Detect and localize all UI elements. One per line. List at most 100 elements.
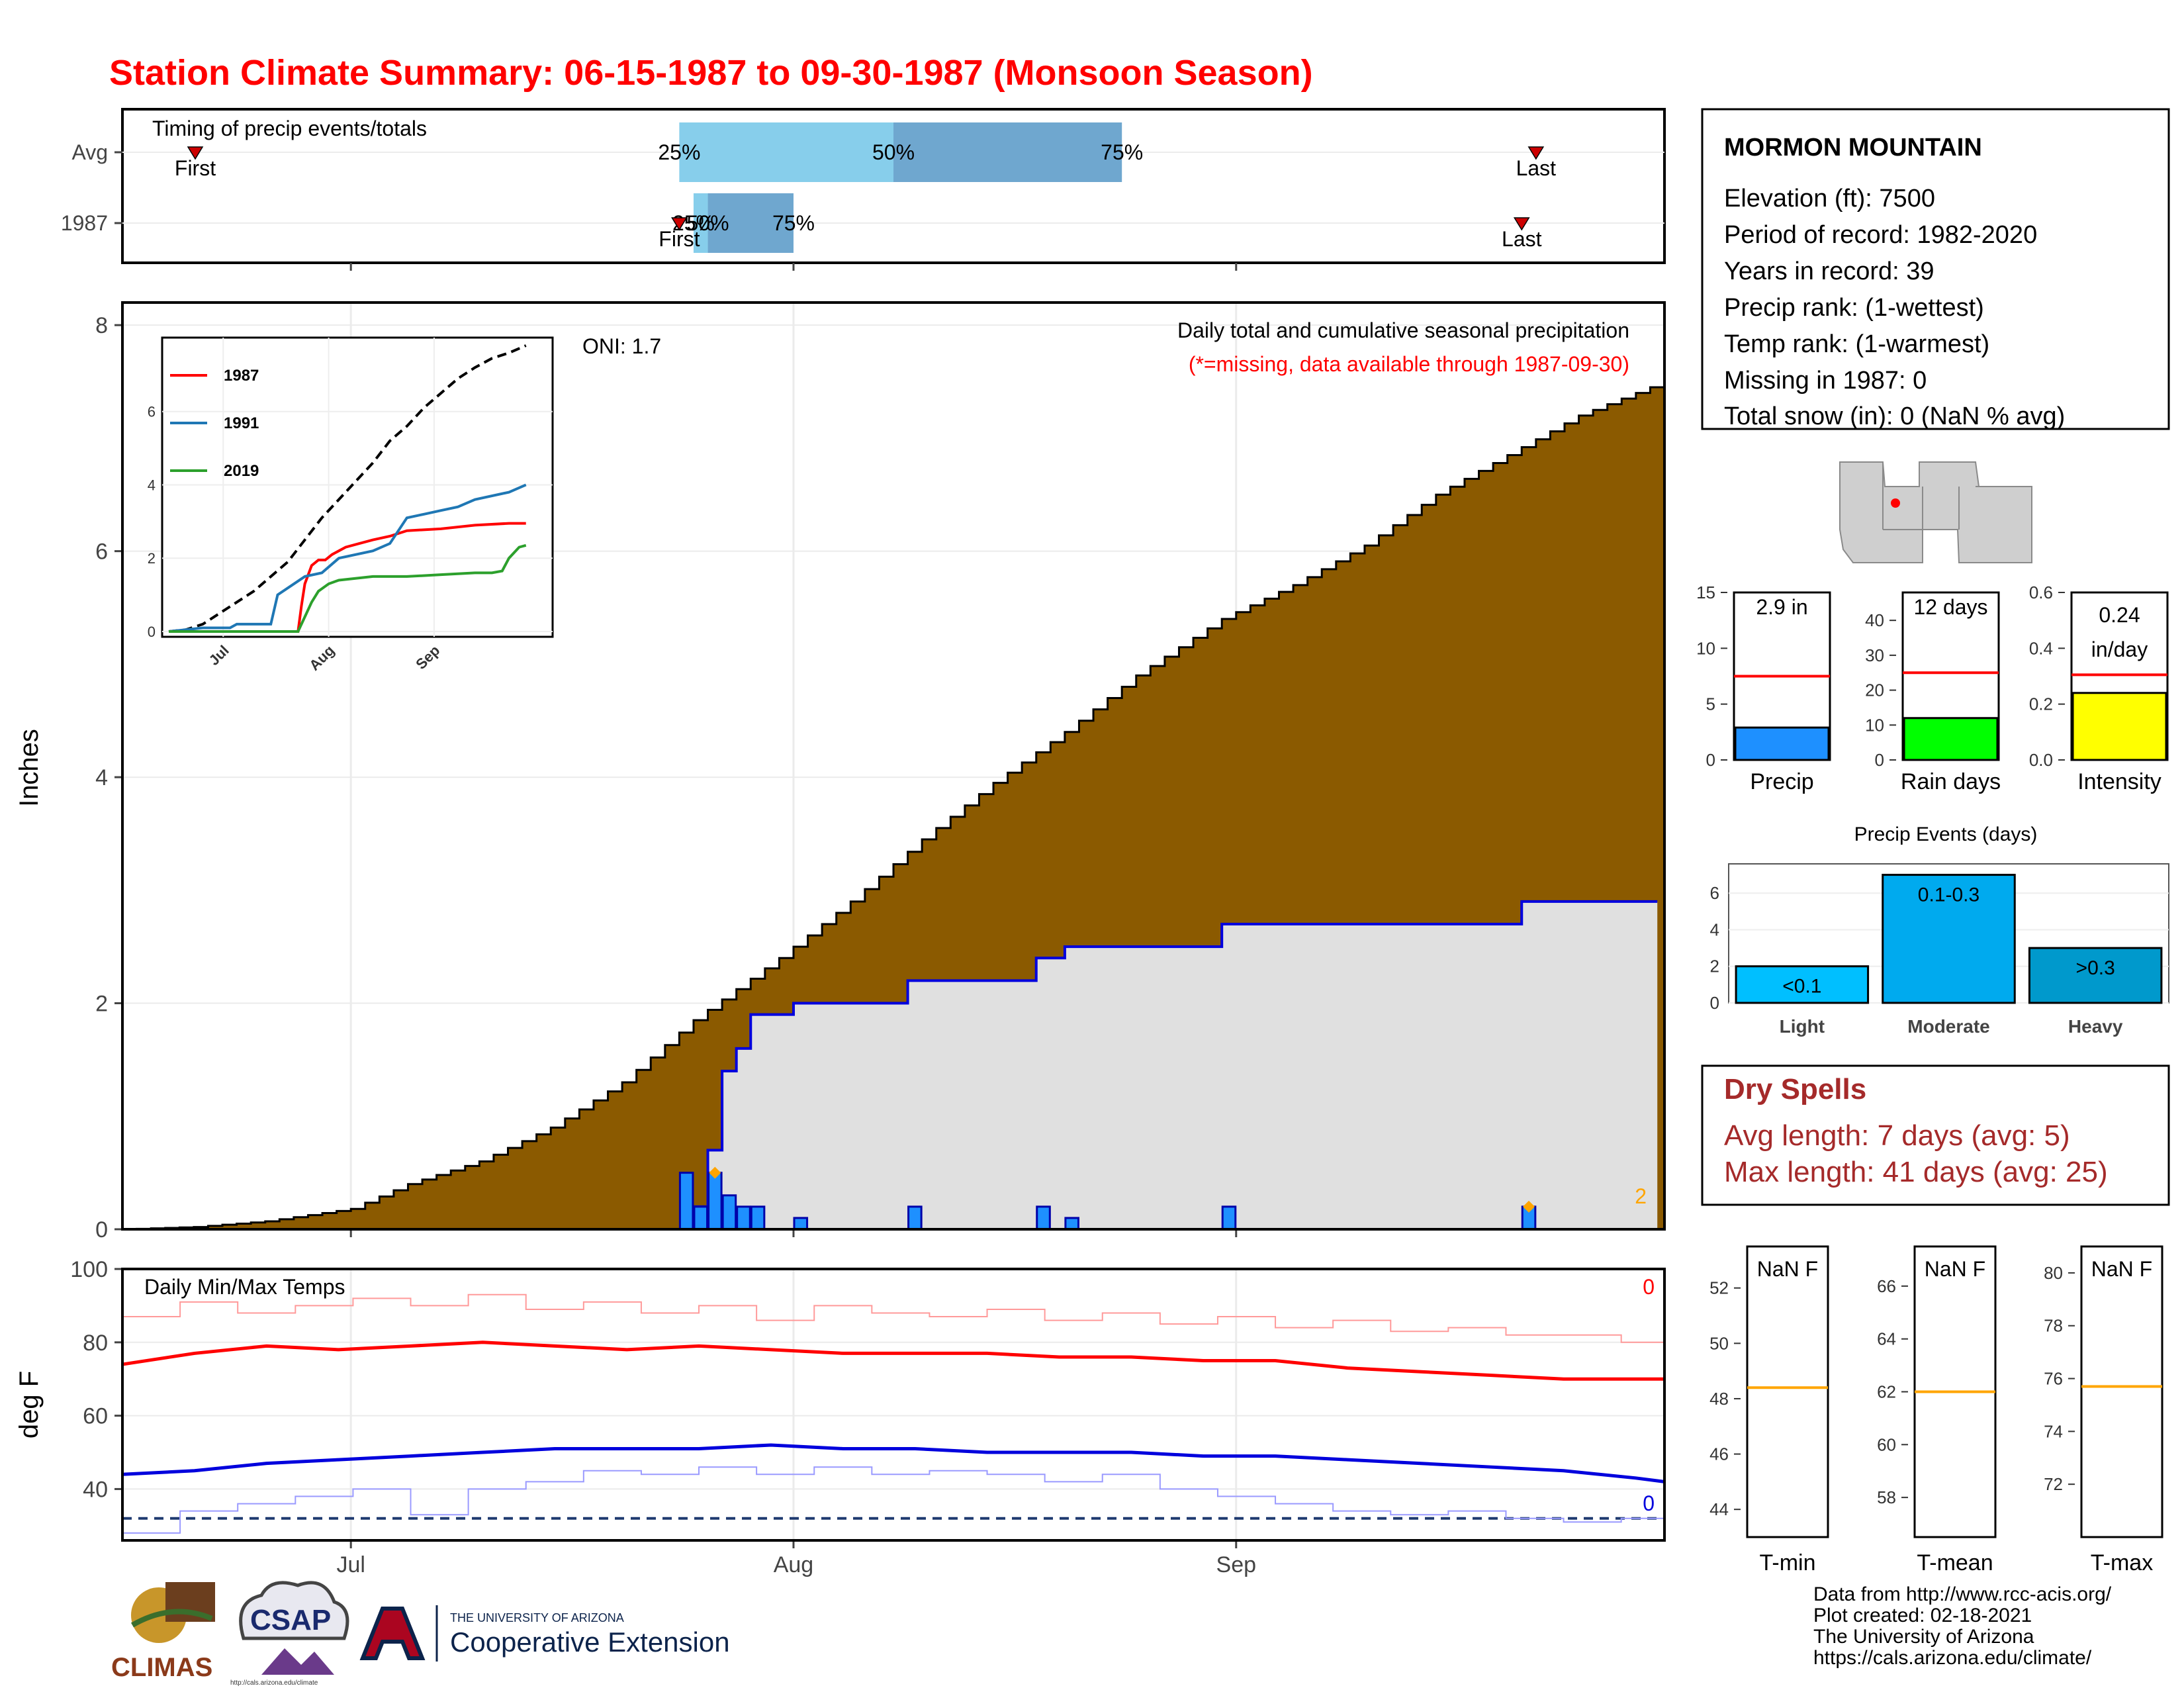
year-cumulative-precip-area bbox=[122, 901, 1658, 1229]
events-bar bbox=[1882, 874, 2016, 1004]
max-precip-marker bbox=[1523, 1200, 1535, 1213]
climas-logo: CLIMAS bbox=[111, 1582, 215, 1682]
precip-panel: 0 2 4 6 8 Inches ONI: 1.7 Daily total and cu… bbox=[15, 263, 1666, 1548]
precip-y-tick-label: 2 bbox=[95, 992, 108, 1017]
temp-box-category-label: T-mean bbox=[1917, 1550, 1993, 1575]
timing-quartile-50-75 bbox=[707, 193, 794, 253]
timing-q75-label: 75% bbox=[772, 211, 815, 235]
inset-series-line-1991 bbox=[168, 483, 527, 633]
precip-y-tick-label: 0 bbox=[95, 1217, 108, 1243]
inset-legend-label: 1987 bbox=[224, 367, 259, 385]
temp-y-axis-label: deg F bbox=[15, 1371, 44, 1438]
timing-q50-label: 50% bbox=[687, 211, 729, 235]
temp-min-count: 0 bbox=[1643, 1491, 1655, 1515]
timing-last-label: Last bbox=[1502, 227, 1542, 251]
footer-data-source: Data from http://www.rcc-acis.org/ bbox=[1813, 1583, 2112, 1605]
temp-box-tick-label: 44 bbox=[1709, 1499, 1729, 1519]
timing-last-marker bbox=[1527, 146, 1545, 160]
station-period: Period of record: 1982-2020 bbox=[1724, 221, 2037, 249]
timing-last-marker bbox=[1513, 217, 1530, 231]
mini-bar-tick-label: 20 bbox=[1865, 680, 1884, 700]
events-bar bbox=[1735, 965, 1870, 1004]
events-y-tick-label: 6 bbox=[1710, 883, 1719, 903]
events-bar bbox=[2028, 947, 2163, 1004]
events-y-tick-label: 4 bbox=[1710, 919, 1719, 939]
temp-box-tick-label: 72 bbox=[2044, 1474, 2063, 1494]
csap-mountain-mark bbox=[261, 1648, 334, 1675]
state-borders bbox=[1882, 462, 2032, 530]
daily-precip-bar bbox=[750, 1205, 766, 1231]
mini-bar-value-label: 12 days bbox=[1913, 595, 1987, 619]
timing-row-label: Avg bbox=[71, 140, 108, 164]
csap-logo-url: http://cals.arizona.edu/climate bbox=[230, 1679, 318, 1687]
timing-first-label: First bbox=[175, 156, 216, 180]
temp-box-tick-label: 60 bbox=[1877, 1434, 1896, 1454]
timing-q50-label: 50% bbox=[872, 140, 915, 164]
mini-bar-tick-label: 10 bbox=[1865, 715, 1884, 735]
inset-y-tick-label: 0 bbox=[148, 624, 156, 640]
dry-spells-avg: Avg length: 7 days (avg: 5) bbox=[1724, 1119, 2070, 1152]
temp-box-tick-label: 64 bbox=[1877, 1329, 1896, 1349]
mini-bar-tick-label: 0.6 bbox=[2029, 583, 2053, 602]
temp-box-tick-label: 46 bbox=[1709, 1444, 1729, 1464]
precip-panel-frame bbox=[121, 301, 1666, 1231]
year-min-temp-line bbox=[122, 1466, 1665, 1534]
inset-series-line-2019 bbox=[169, 543, 527, 633]
events-category-label: Light bbox=[1780, 1016, 1825, 1037]
max-precip-marker bbox=[709, 1166, 721, 1179]
daily-precip-bar bbox=[1036, 1205, 1051, 1231]
temperature-summary-charts: 44 46 48 50 52 NaN F T-min 58 60 62 64 66 NaN F T-mea… bbox=[1709, 1245, 2163, 1575]
csap-cloud-shape bbox=[239, 1581, 349, 1640]
page-title: Station Climate Summary: 06-15-1987 to 0… bbox=[109, 53, 1313, 93]
footer-url: https://cals.arizona.edu/climate/ bbox=[1813, 1647, 2092, 1669]
mini-bar-tick-label: 0.0 bbox=[2029, 750, 2053, 770]
climas-logo-text: CLIMAS bbox=[111, 1653, 212, 1682]
events-bar-label: >0.3 bbox=[2076, 957, 2115, 979]
daily-precip-bar bbox=[907, 1205, 923, 1231]
station-info-frame bbox=[1701, 108, 2170, 430]
temp-panel: 40 60 80 100 Daily Min/Max Temps 0 0 deg F bbox=[15, 1257, 1666, 1542]
mini-bar-value-label: 2.9 in bbox=[1756, 595, 1807, 619]
station-location-dot bbox=[1891, 498, 1900, 508]
inset-avg-line bbox=[168, 344, 527, 633]
timing-first-label: First bbox=[659, 227, 700, 251]
locator-map bbox=[1839, 461, 2032, 563]
temp-panel-frame bbox=[121, 1268, 1666, 1542]
station-temp-rank: Temp rank: (1-warmest) bbox=[1724, 330, 1989, 358]
station-years: Years in record: 39 bbox=[1724, 258, 1934, 285]
precip-note: Daily total and cumulative seasonal prec… bbox=[1177, 318, 1629, 342]
temp-panel-title: Daily Min/Max Temps bbox=[144, 1275, 345, 1299]
x-axis-month-label: Aug bbox=[774, 1552, 814, 1577]
climas-mark-swoosh bbox=[130, 1609, 213, 1628]
mini-bar-tick-label: 10 bbox=[1696, 638, 1715, 658]
csap-logo-text: CSAP bbox=[250, 1604, 331, 1636]
temp-y-tick-label: 40 bbox=[83, 1477, 108, 1502]
temp-max-count: 0 bbox=[1643, 1275, 1655, 1299]
mini-bar-tick-label: 0 bbox=[1706, 750, 1715, 770]
mini-bar-tick-label: 30 bbox=[1865, 645, 1884, 665]
mini-bar-tick-label: 5 bbox=[1706, 694, 1715, 714]
temp-y-tick-label: 100 bbox=[70, 1257, 108, 1282]
station-snow: Total snow (in): 0 (NaN % avg) bbox=[1724, 402, 2065, 430]
temp-box-value-label: NaN F bbox=[2091, 1257, 2152, 1281]
precip-corner-count: 2 bbox=[1635, 1184, 1647, 1208]
station-precip-rank: Precip rank: (1-wettest) bbox=[1724, 294, 1984, 322]
inset-y-tick-label: 2 bbox=[148, 550, 156, 567]
timing-first-marker bbox=[187, 146, 204, 160]
mini-bar-value-unit: in/day bbox=[2091, 637, 2148, 661]
temp-box-tick-label: 78 bbox=[2044, 1316, 2063, 1336]
precip-missing-note: (*=missing, data available through 1987-… bbox=[1189, 352, 1629, 376]
temp-box-tick-label: 76 bbox=[2044, 1369, 2063, 1389]
timing-quartile-50-75 bbox=[893, 122, 1122, 182]
ua-logo-line2: Cooperative Extension bbox=[450, 1626, 730, 1658]
csap-logo: CSAP http://cals.arizona.edu/climate bbox=[230, 1581, 349, 1687]
precip-y-axis-label: Inches bbox=[15, 729, 44, 807]
daily-precip-bar bbox=[693, 1205, 709, 1231]
events-bar-label: <0.1 bbox=[1782, 976, 1821, 998]
inset-legend-label: 1991 bbox=[224, 414, 259, 432]
inset-series-line-1987 bbox=[169, 522, 526, 633]
footer-university: The University of Arizona bbox=[1813, 1626, 2034, 1648]
mini-bar-value bbox=[1734, 726, 1830, 761]
daily-precip-bar bbox=[1064, 1217, 1079, 1231]
